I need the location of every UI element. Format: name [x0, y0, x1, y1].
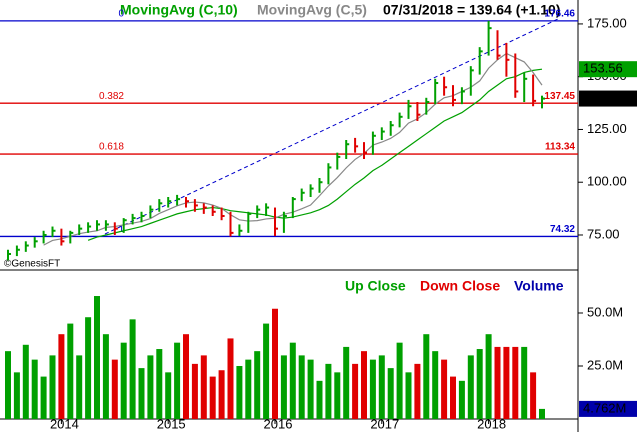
- volume-tag-label: 4.762M: [583, 400, 626, 415]
- volume-bar: [458, 380, 465, 419]
- volume-bar: [120, 342, 127, 419]
- volume-bar: [378, 355, 385, 419]
- volume-bar: [325, 363, 332, 419]
- y-tick-label: 125.00: [587, 121, 627, 136]
- volume-bar: [85, 317, 92, 419]
- volume-bar: [539, 408, 545, 419]
- volume-bar: [245, 359, 252, 419]
- volume-tag: [579, 400, 637, 417]
- volume-bar: [272, 308, 278, 419]
- volume-bar: [414, 363, 421, 419]
- volume-bar: [521, 346, 528, 419]
- volume-bar: [298, 355, 305, 419]
- volume-bar: [263, 323, 270, 419]
- volume-bar: [450, 376, 456, 419]
- price-tag-label: 139.64: [583, 90, 623, 105]
- volume-bar: [67, 323, 74, 419]
- volume-bar: [58, 334, 65, 419]
- x-tick-label: 2016: [264, 416, 293, 431]
- volume-bar: [111, 359, 118, 419]
- y-tick-label: 175.00: [587, 15, 627, 30]
- volume-bar: [227, 338, 234, 419]
- volume-bar: [530, 372, 537, 419]
- volume-bar: [13, 372, 20, 419]
- volume-bar: [129, 319, 136, 419]
- volume-bar: [165, 372, 172, 419]
- volume-bar: [494, 346, 501, 419]
- header-quote: 07/31/2018 = 139.64 (+1.10): [383, 2, 560, 18]
- y-tick-label: 50.0M: [587, 304, 623, 319]
- volume-bar: [209, 376, 216, 419]
- volume-bar: [218, 370, 225, 419]
- volume-bar: [289, 342, 296, 419]
- volume-bar: [441, 359, 448, 419]
- volume-bar: [49, 355, 56, 419]
- volume-bar: [485, 334, 492, 419]
- legend-item: Down Close: [420, 278, 500, 294]
- plot: 75.00100.00125.00150.00175.000176.460.38…: [0, 8, 637, 431]
- volume-bar: [352, 363, 359, 419]
- volume-bar: [147, 355, 154, 419]
- volume-bar: [94, 296, 100, 419]
- fib-ratio: 0.382: [99, 91, 124, 102]
- volume-bar: [512, 346, 519, 419]
- volume-bar: [476, 349, 483, 419]
- volume-bar: [361, 351, 367, 419]
- fib-value: 137.45: [544, 91, 575, 102]
- price-tag: [579, 61, 637, 78]
- volume-bar: [174, 342, 181, 419]
- price-tag: [579, 90, 637, 107]
- x-tick-label: 2018: [477, 416, 506, 431]
- fib-ratio: 0: [118, 8, 124, 19]
- volume-bar: [316, 380, 323, 419]
- volume-bar: [5, 351, 11, 419]
- volume-bar: [369, 359, 376, 419]
- volume-bar: [467, 355, 474, 419]
- x-tick-label: 2015: [157, 416, 186, 431]
- x-tick-label: 2017: [370, 416, 399, 431]
- x-tick-label: 2014: [50, 416, 79, 431]
- volume-bar: [102, 334, 109, 419]
- y-tick-label: 25.0M: [587, 357, 623, 372]
- volume-bar: [156, 349, 163, 419]
- volume-bar: [432, 351, 439, 419]
- volume-bar: [503, 346, 510, 419]
- fib-value: 74.32: [550, 224, 575, 235]
- volume-bar: [307, 359, 314, 419]
- volume-bar: [387, 368, 394, 419]
- fib-ratio: 1: [118, 224, 124, 235]
- legend-ma10: MovingAvg (C,10): [120, 2, 238, 18]
- volume-bar: [405, 372, 412, 419]
- volume-bar: [200, 355, 207, 419]
- price-tag-label: 153.56: [583, 61, 623, 76]
- legend-item: Up Close: [345, 278, 406, 294]
- fib-value: 176.46: [544, 8, 575, 19]
- volume-bar: [76, 355, 83, 419]
- legend-ma5: MovingAvg (C,5): [257, 2, 367, 18]
- fib-ratio: 0.618: [99, 142, 124, 153]
- volume-bar: [138, 368, 145, 419]
- volume-bar: [334, 372, 341, 419]
- y-tick-label: 75.00: [587, 226, 620, 241]
- volume-bar: [343, 346, 350, 419]
- volume-bar: [191, 363, 198, 419]
- volume-bar: [22, 344, 29, 419]
- volume-bar: [396, 342, 403, 419]
- volume-bar: [254, 351, 261, 419]
- fib-value: 113.34: [545, 142, 575, 153]
- legend-item: Volume: [514, 278, 564, 294]
- moving-average: [87, 68, 543, 241]
- volume-bar: [423, 334, 430, 419]
- volume-bar: [280, 355, 287, 419]
- volume-bar: [40, 376, 47, 419]
- volume-bar: [31, 359, 38, 419]
- volume-bar: [183, 334, 189, 419]
- volume-bar: [236, 365, 243, 419]
- y-tick-label: 100.00: [587, 174, 627, 189]
- credit: ©GenesisFT: [4, 259, 60, 270]
